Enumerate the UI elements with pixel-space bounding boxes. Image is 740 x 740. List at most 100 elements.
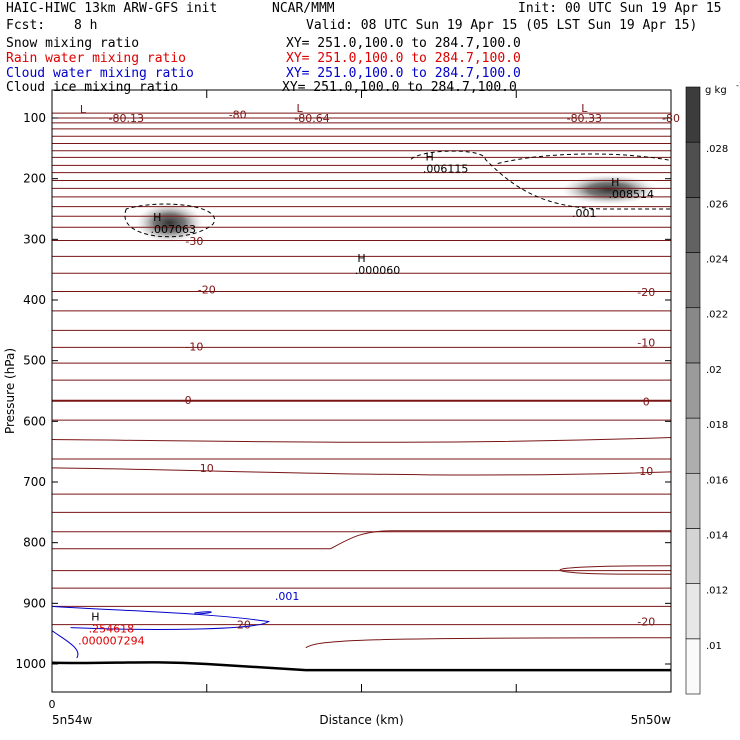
- colorbar-segment: [685, 86, 701, 143]
- temperature-label: -10: [637, 336, 655, 349]
- temperature-contour: [51, 379, 672, 381]
- colorbar-tick-label: .016: [706, 475, 728, 486]
- colorbar-segment: [685, 417, 701, 474]
- extremum-sub-value: .000007294: [78, 634, 144, 647]
- temperature-label: 0: [643, 395, 650, 408]
- y-tick-label: 700: [23, 475, 46, 489]
- temperature-label: 0: [185, 394, 192, 407]
- ice-contour-top: [497, 153, 672, 164]
- temperature-contour: [559, 565, 672, 575]
- temperature-label: -80.64: [294, 112, 329, 125]
- colorbar-segment: [685, 583, 701, 640]
- temperature-contour: [51, 215, 672, 218]
- cloud-water-label: .001: [275, 590, 300, 603]
- temperature-contour: [51, 226, 672, 228]
- ice-contour-left: [124, 203, 216, 238]
- extremum-value: .007063: [150, 223, 196, 236]
- temperature-label: -20: [198, 284, 216, 297]
- extremum-value: .006115: [423, 162, 469, 175]
- colorbar-unit-exponent: -1: [736, 81, 740, 90]
- field-name-rain: Rain water mixing ratio: [6, 51, 187, 66]
- temperature-contour: [51, 605, 672, 608]
- colorbar-segment: [685, 638, 701, 695]
- temperature-contour: [305, 637, 672, 649]
- temperature-contour: [51, 587, 672, 589]
- high-marker: H: [357, 252, 365, 265]
- temperature-contour: [51, 530, 672, 533]
- field-name-cloudwater: Cloud water mixing ratio: [6, 66, 194, 81]
- colorbar-tick-label: .018: [706, 420, 728, 431]
- field-xy-rain: XY= 251.0,100.0 to 284.7,100.0: [286, 51, 521, 66]
- extremum-value: .000060: [355, 264, 401, 277]
- temperature-contour: [51, 142, 672, 145]
- y-tick-label: 400: [23, 293, 46, 307]
- x-axis-label: Distance (km): [319, 713, 403, 727]
- fcst-label: Fcst:: [6, 18, 46, 33]
- colorbar-tick-label: .02: [706, 365, 722, 376]
- temperature-contour: [51, 329, 672, 332]
- org-label: NCAR/MMM: [272, 1, 335, 16]
- x-end-label: 5n50w: [631, 713, 672, 727]
- colorbar-segment: [685, 197, 701, 253]
- temperature-contour: [51, 437, 672, 443]
- fcst-value: 8 h: [74, 18, 98, 33]
- temperature-contour: [51, 196, 672, 198]
- temperature-label: 20: [237, 619, 251, 632]
- y-tick-label: 900: [23, 596, 46, 610]
- y-tick-label: 500: [23, 354, 46, 368]
- y-tick-label: 300: [23, 232, 46, 246]
- temperature-contour: [51, 171, 672, 174]
- extremum-value: .254618: [89, 622, 135, 635]
- temperature-contour: [51, 187, 672, 190]
- temperature-label: -80: [229, 108, 247, 121]
- temperature-contour: [51, 164, 672, 167]
- terrain-line: [51, 661, 671, 672]
- colorbar-tick-label: .026: [706, 199, 728, 210]
- shade-max-left: [135, 202, 204, 243]
- ice-label: .001: [572, 207, 597, 220]
- temperature-contour: [51, 149, 672, 152]
- y-axis-label: Pressure (hPa): [3, 348, 17, 434]
- temperature-contour: [51, 272, 672, 275]
- colorbar-tick-label: .028: [706, 144, 728, 155]
- temperature-contour: [51, 493, 672, 495]
- colorbar-segment: [685, 307, 701, 364]
- y-tick-label: 800: [23, 536, 46, 550]
- colorbar-tick-label: .01: [706, 641, 722, 652]
- cloud-water-contour: [51, 605, 270, 630]
- field-name-ice: Cloud ice mixing ratio: [6, 80, 179, 95]
- field-xy-ice: XY= 251.0,100.0 to 284.7,100.0: [282, 80, 517, 95]
- temperature-contour: [51, 122, 672, 124]
- extremum-value: .008514: [609, 188, 655, 201]
- temperature-contour: [51, 419, 672, 421]
- field-xy-snow: XY= 251.0,100.0 to 284.7,100.0: [286, 36, 521, 51]
- y-tick-label: 1000: [15, 657, 46, 671]
- temperature-contour: [51, 128, 672, 130]
- colorbar-tick-label: .022: [706, 310, 728, 321]
- colorbar-segment: [685, 252, 701, 309]
- field-name-snow: Snow mixing ratio: [6, 36, 140, 51]
- temperature-contour: [51, 112, 672, 114]
- high-marker: H: [91, 610, 99, 623]
- init-time: Init: 00 UTC Sun 19 Apr 15: [518, 1, 722, 16]
- high-marker: H: [153, 211, 161, 224]
- temperature-label: -80.33: [567, 112, 602, 125]
- cloud-water-contour: [194, 611, 212, 615]
- field-xy-cloudwater: XY= 251.0,100.0 to 284.7,100.0: [286, 66, 521, 81]
- colorbar-segment: [685, 362, 701, 419]
- high-marker: H: [425, 150, 433, 163]
- temperature-label: -80: [662, 112, 680, 125]
- x-start-label: 5n54w: [52, 713, 93, 727]
- colorbar-segment: [685, 141, 701, 198]
- temperature-contour: [52, 530, 671, 550]
- temperature-label: 10: [639, 465, 653, 478]
- temperature-label: -20: [637, 616, 655, 629]
- temperature-label: -80.13: [109, 112, 144, 125]
- low-marker: L: [581, 102, 588, 115]
- y-tick-label: 600: [23, 414, 46, 428]
- temperature-label: 10: [200, 462, 214, 475]
- x-tick-label: 0: [49, 698, 56, 711]
- colorbar-unit: g kg: [705, 85, 727, 96]
- y-tick-label: 200: [23, 172, 46, 186]
